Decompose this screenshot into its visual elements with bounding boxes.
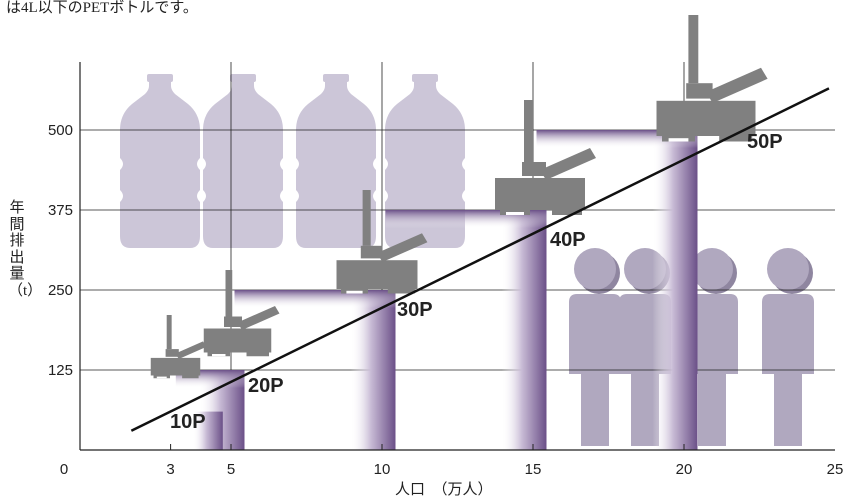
person-icon [762,248,814,446]
y-tick-label: 125 [48,362,73,379]
y-tick-label: 250 [48,282,73,299]
plant-band-vertical [192,411,223,450]
plant-label: 50P [747,131,783,153]
x-tick-label: 10 [374,461,391,478]
person-icon [686,248,738,446]
plant-label: 10P [170,411,206,433]
plant-label: 40P [550,229,586,251]
plant-band-horizontal [234,290,396,308]
baler-machine-icon [150,315,207,379]
pet-bottle-icon [296,74,376,248]
y-tick-label: 500 [48,122,73,139]
capacity-trend-line [130,87,830,432]
baler-machine-icon [495,100,596,215]
pet-bottle-icon [385,74,465,248]
plant-band-vertical [652,130,698,450]
x-tick-label: 25 [827,461,844,478]
y-axis-label: 年間排出量（t） [8,200,42,299]
x-tick-label: 20 [676,461,693,478]
y-tick-label: 375 [48,202,73,219]
plant-label: 30P [397,299,433,321]
plant-label: 20P [248,375,284,397]
x-tick-label: 0 [60,461,68,478]
chart-note: は4L以下のPETボトルです。 [6,0,198,16]
x-axis-label: 人口 （万人） [395,482,493,498]
x-tick-label: 3 [166,461,174,478]
person-icon [569,248,621,446]
baler-machine-icon [203,270,280,357]
plant-band-vertical [501,210,547,450]
x-tick-label: 15 [525,461,542,478]
x-tick-label: 5 [227,461,235,478]
plant-band-vertical [350,290,396,450]
baler-machine-icon [336,190,428,294]
pet-bottle-icon [203,74,283,248]
y-axis-label-text: 年間排出量（t） [8,200,43,299]
pet-bottle-icon [120,74,200,248]
baler-machine-icon [656,15,768,142]
